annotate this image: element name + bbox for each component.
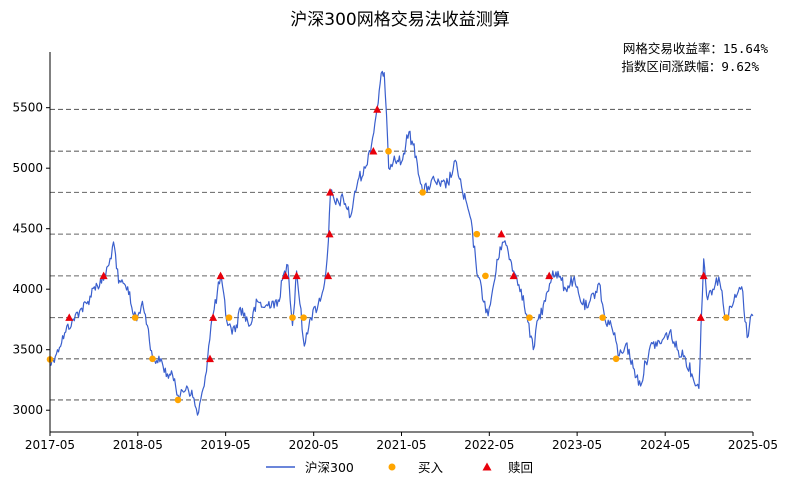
buy-marker bbox=[419, 189, 426, 196]
buy-marker bbox=[473, 230, 481, 238]
buy-marker bbox=[300, 314, 307, 321]
redeem-markers bbox=[65, 105, 708, 363]
buy-marker bbox=[612, 355, 620, 363]
redeem-marker bbox=[373, 105, 382, 113]
grid-lines bbox=[50, 108, 753, 401]
y-axis-ticks: 3000 3500 4000 4500 5000 5500 bbox=[12, 101, 50, 417]
redeem-marker bbox=[545, 271, 554, 280]
y-tick-label: 4500 bbox=[12, 222, 43, 236]
buy-marker bbox=[149, 355, 156, 363]
x-tick-label: 2019-05 bbox=[201, 438, 251, 452]
y-tick-label: 3000 bbox=[12, 403, 43, 417]
x-tick-label: 2024-05 bbox=[640, 438, 690, 452]
y-tick-label: 3500 bbox=[12, 343, 43, 357]
buy-marker bbox=[131, 314, 139, 321]
buy-marker bbox=[385, 147, 392, 155]
redeem-marker bbox=[326, 188, 335, 196]
redeem-marker bbox=[324, 271, 333, 280]
x-tick-label: 2025-05 bbox=[728, 438, 778, 452]
buy-marker bbox=[526, 314, 533, 321]
annotation-grid-return: 网格交易收益率：15.64% bbox=[623, 41, 769, 56]
legend: 沪深300 买入 赎回 bbox=[266, 460, 533, 475]
annotation-index-change: 指数区间涨跌幅：9.62% bbox=[621, 59, 759, 74]
redeem-marker bbox=[369, 147, 378, 155]
x-tick-label: 2023-05 bbox=[552, 438, 602, 452]
x-tick-label: 2022-05 bbox=[464, 438, 514, 452]
x-tick-label: 2017-05 bbox=[25, 438, 75, 452]
y-tick-label: 5500 bbox=[12, 101, 43, 115]
redeem-marker bbox=[292, 271, 301, 280]
redeem-marker bbox=[497, 229, 506, 238]
buy-marker bbox=[174, 396, 182, 404]
series-line-hs300 bbox=[49, 70, 754, 416]
buy-marker bbox=[722, 314, 730, 321]
buy-markers bbox=[46, 147, 730, 404]
legend-label-redeem: 赎回 bbox=[508, 460, 533, 475]
buy-marker bbox=[289, 314, 296, 321]
legend-label-hs300: 沪深300 bbox=[305, 460, 354, 475]
redeem-marker bbox=[216, 271, 225, 280]
redeem-marker bbox=[325, 229, 334, 238]
redeem-marker bbox=[65, 313, 74, 321]
buy-marker bbox=[482, 272, 489, 280]
chart-title: 沪深300网格交易法收益测算 bbox=[290, 10, 509, 30]
buy-marker bbox=[225, 314, 233, 321]
redeem-marker bbox=[699, 271, 708, 280]
redeem-marker bbox=[509, 271, 518, 280]
redeem-marker bbox=[99, 271, 108, 280]
annotation-box: 网格交易收益率：15.64% 指数区间涨跌幅：9.62% bbox=[621, 41, 768, 74]
x-tick-label: 2021-05 bbox=[376, 438, 426, 452]
x-tick-label: 2020-05 bbox=[289, 438, 339, 452]
y-tick-label: 5000 bbox=[12, 161, 43, 175]
buy-marker bbox=[599, 314, 606, 321]
x-axis-ticks: 2017-05 2018-05 2019-05 2020-05 2021-05 2022-… bbox=[25, 432, 778, 452]
redeem-marker bbox=[205, 354, 214, 363]
y-tick-label: 4000 bbox=[12, 282, 43, 296]
legend-label-buy: 买入 bbox=[418, 460, 444, 475]
redeem-marker bbox=[209, 313, 218, 321]
x-tick-label: 2018-05 bbox=[113, 438, 163, 452]
redeem-marker bbox=[281, 271, 290, 280]
legend-redeem-swatch bbox=[482, 462, 492, 471]
legend-buy-swatch bbox=[388, 463, 396, 471]
redeem-marker bbox=[696, 313, 705, 321]
